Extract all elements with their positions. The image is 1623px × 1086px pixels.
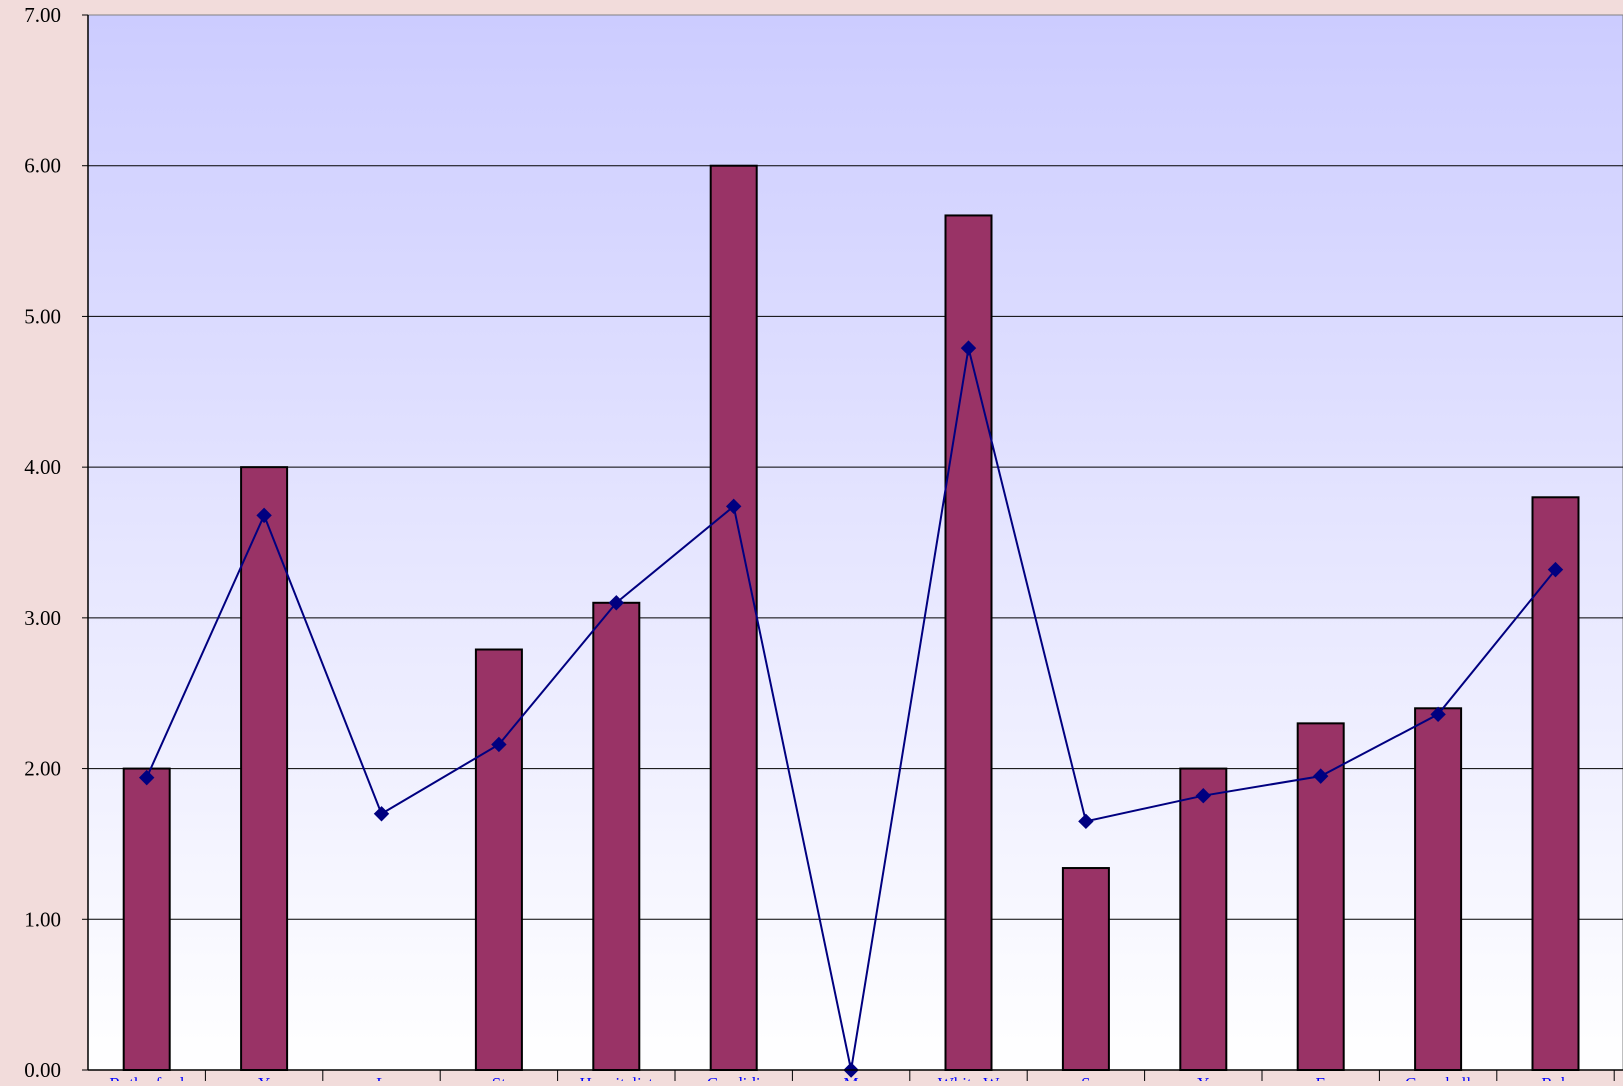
bar (592, 601, 641, 1071)
bar (1531, 496, 1580, 1071)
y-tick-label: 1.00 (24, 907, 61, 931)
bar (709, 164, 758, 1071)
x-tick-label: Rob (1541, 1074, 1569, 1081)
x-tick-label: M (844, 1074, 859, 1081)
x-tick-label: Y (1197, 1074, 1209, 1081)
bar (1061, 867, 1110, 1071)
x-tick-label: L (376, 1074, 386, 1081)
x-tick-label: White W (938, 1074, 1000, 1081)
line-point (1430, 706, 1446, 723)
bar (1414, 707, 1463, 1071)
bar (944, 214, 993, 1071)
x-tick-label: Rutherford (109, 1074, 184, 1081)
line-point (960, 340, 977, 356)
x-tick-label: Candidi (707, 1074, 761, 1081)
line-point (725, 498, 742, 515)
y-tick-label: 6.00 (24, 154, 61, 178)
x-tick-label: Campbell (1405, 1074, 1471, 1081)
gridlines (88, 165, 1623, 920)
bar (474, 648, 523, 1071)
y-tick-label: 2.00 (24, 757, 61, 781)
line-point (1547, 561, 1564, 578)
line-point (138, 769, 155, 786)
x-tick-label: S (1081, 1074, 1090, 1081)
y-tick-label: 4.00 (24, 455, 61, 479)
bar (122, 767, 171, 1071)
line-point (373, 806, 390, 822)
y-tick-label: 7.00 (24, 3, 61, 27)
x-tick-label: E (1316, 1074, 1326, 1081)
line-point (608, 595, 625, 611)
bar (1179, 767, 1228, 1071)
y-tick-label: 5.00 (24, 304, 61, 328)
y-tick-label: 3.00 (24, 606, 61, 630)
line-point (1195, 787, 1212, 804)
plot-area (87, 14, 1623, 1071)
line-point (491, 736, 507, 753)
line-point (1078, 813, 1094, 830)
x-tick-label: St (492, 1074, 506, 1081)
line-point (256, 507, 272, 524)
x-tick-label: Y (258, 1074, 270, 1081)
x-tick-label: Hospitalist (579, 1074, 653, 1081)
line-point (1312, 768, 1329, 784)
y-tick-label: 0.00 (24, 1058, 61, 1081)
bar (240, 466, 289, 1071)
